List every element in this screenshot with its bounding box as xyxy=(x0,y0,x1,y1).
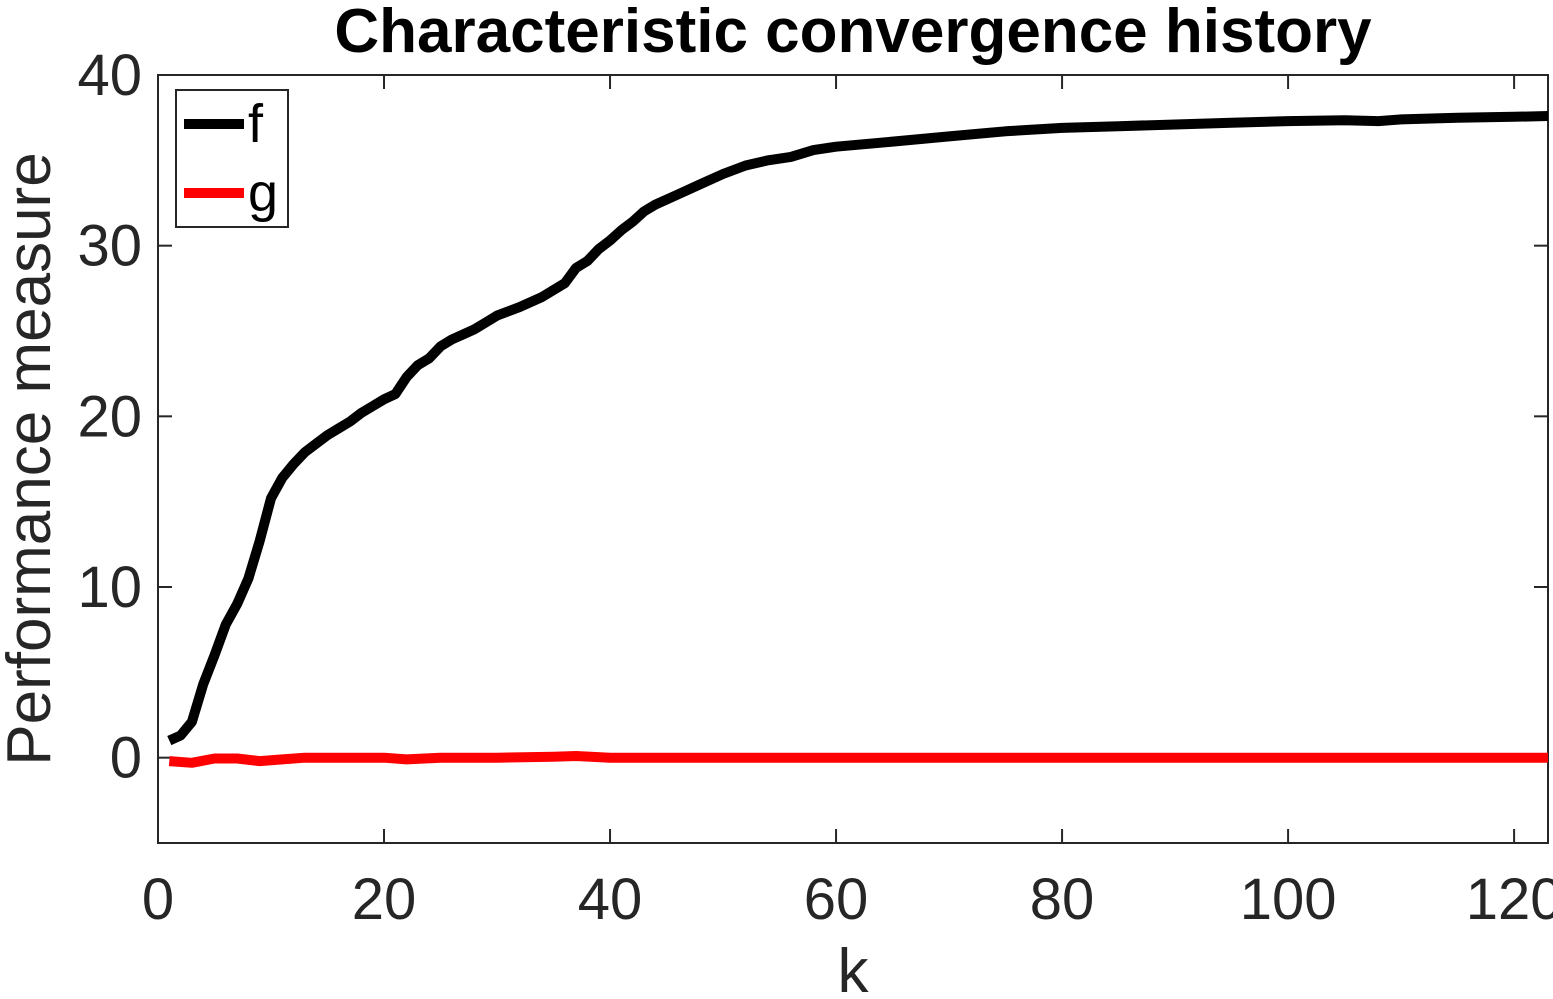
y-axis-label: Performance measure xyxy=(0,152,64,765)
chart-title: Characteristic convergence history xyxy=(334,0,1372,66)
legend-label-f: f xyxy=(248,94,264,154)
y-tick-label: 10 xyxy=(77,555,142,620)
x-tick-label: 20 xyxy=(352,867,417,932)
y-tick-label: 30 xyxy=(77,214,142,279)
series-layer xyxy=(167,111,1549,768)
y-tick-label: 20 xyxy=(77,384,142,449)
x-tick-label: 100 xyxy=(1240,867,1337,932)
x-tick-label: 0 xyxy=(142,867,174,932)
legend: fg xyxy=(175,89,289,228)
series-line-g xyxy=(168,751,1548,768)
y-tick-label: 0 xyxy=(110,726,142,791)
axes-box xyxy=(157,74,1549,844)
x-tick-label: 120 xyxy=(1466,867,1553,932)
series-line-f xyxy=(167,111,1549,746)
x-tick-label: 80 xyxy=(1030,867,1095,932)
tick-labels: 0 20 40 60 80 100 120 0 10 20 30 40 xyxy=(77,43,1553,932)
plot-area: fg xyxy=(157,74,1549,844)
x-tick-label: 40 xyxy=(578,867,643,932)
y-tick-label: 40 xyxy=(77,43,142,108)
legend-box xyxy=(175,89,289,228)
x-axis-label: k xyxy=(838,937,870,999)
tick-marks xyxy=(157,74,1548,843)
legend-label-g: g xyxy=(248,163,278,223)
x-tick-label: 60 xyxy=(804,867,869,932)
